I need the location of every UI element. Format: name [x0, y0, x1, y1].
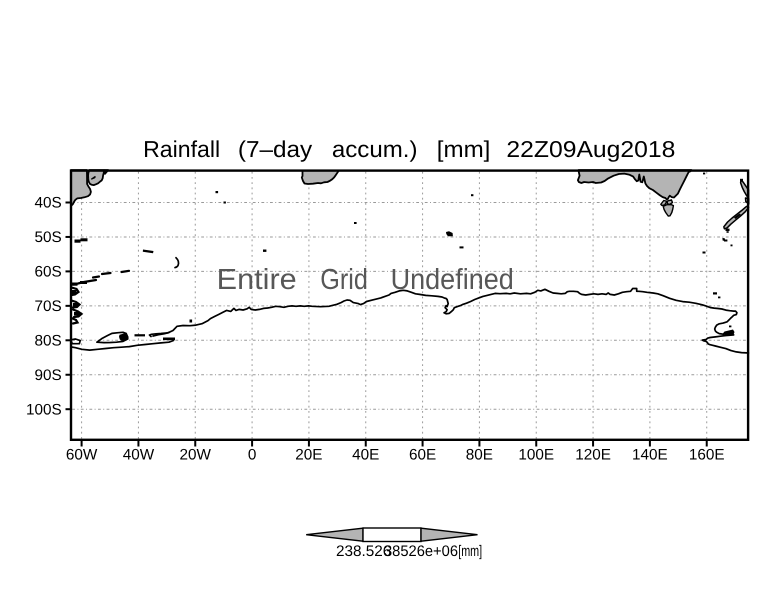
svg-text:Grid: Grid: [320, 264, 368, 296]
svg-text:[mm]: [mm]: [437, 136, 491, 162]
svg-text:60W: 60W: [66, 446, 98, 463]
svg-text:40W: 40W: [123, 446, 155, 463]
svg-text:20W: 20W: [180, 446, 212, 463]
svg-text:Undefined: Undefined: [391, 264, 514, 296]
svg-text:60E: 60E: [409, 446, 436, 463]
svg-text:40E: 40E: [352, 446, 379, 463]
svg-text:160E: 160E: [689, 446, 725, 463]
svg-text:238.526: 238.526: [336, 543, 391, 560]
svg-text:60S: 60S: [34, 264, 61, 281]
svg-text:100S: 100S: [26, 401, 62, 418]
svg-text:50S: 50S: [34, 229, 61, 246]
svg-text:0: 0: [248, 446, 257, 463]
svg-text:(7–day: (7–day: [238, 136, 313, 162]
svg-text:40S: 40S: [34, 195, 61, 212]
svg-text:Rainfall: Rainfall: [143, 136, 220, 162]
svg-text:100E: 100E: [518, 446, 554, 463]
svg-text:90S: 90S: [34, 367, 61, 384]
svg-text:38526e+06: 38526e+06: [384, 543, 458, 560]
svg-text:80E: 80E: [466, 446, 493, 463]
svg-text:[mm]: [mm]: [458, 543, 482, 560]
svg-text:Entire: Entire: [217, 264, 297, 296]
svg-text:70S: 70S: [34, 298, 61, 315]
svg-text:22Z09Aug2018: 22Z09Aug2018: [506, 136, 675, 162]
svg-text:20E: 20E: [295, 446, 322, 463]
svg-text:accum.): accum.): [332, 136, 418, 162]
svg-text:120E: 120E: [575, 446, 611, 463]
svg-text:80S: 80S: [34, 333, 61, 350]
svg-text:140E: 140E: [632, 446, 668, 463]
